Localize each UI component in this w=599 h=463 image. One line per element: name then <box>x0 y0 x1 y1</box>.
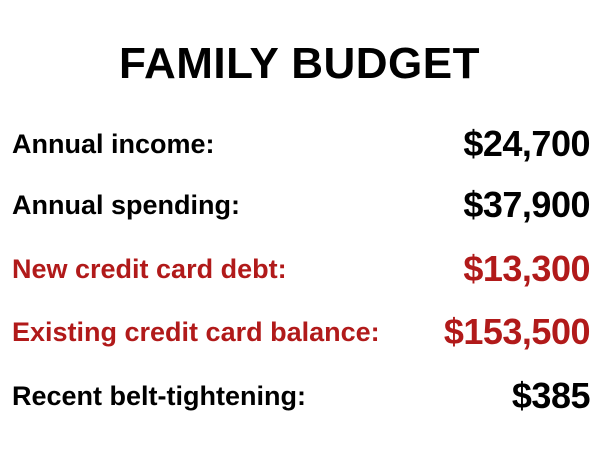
page-title: FAMILY BUDGET <box>119 39 480 88</box>
budget-row-annual-spending: Annual spending: $37,900 <box>12 181 590 229</box>
budget-row-new-credit-card-debt: New credit card debt: $13,300 <box>12 245 590 293</box>
row-value: $37,900 <box>463 184 590 225</box>
row-value: $153,500 <box>443 311 591 352</box>
row-label: Existing credit card balance: <box>12 317 380 347</box>
row-label: Recent belt-tightening: <box>12 381 306 411</box>
row-value: $385 <box>511 375 591 416</box>
budget-row-existing-credit-card-balance: Existing credit card balance: $153,500 <box>12 308 591 356</box>
row-value: $13,300 <box>463 248 590 289</box>
budget-row-recent-belt-tightening: Recent belt-tightening: $385 <box>12 372 591 420</box>
row-label: Annual income: <box>12 129 215 159</box>
row-value: $24,700 <box>463 123 590 164</box>
row-label: Annual spending: <box>12 190 240 220</box>
row-label: New credit card debt: <box>12 254 287 284</box>
budget-row-annual-income: Annual income: $24,700 <box>12 120 590 168</box>
